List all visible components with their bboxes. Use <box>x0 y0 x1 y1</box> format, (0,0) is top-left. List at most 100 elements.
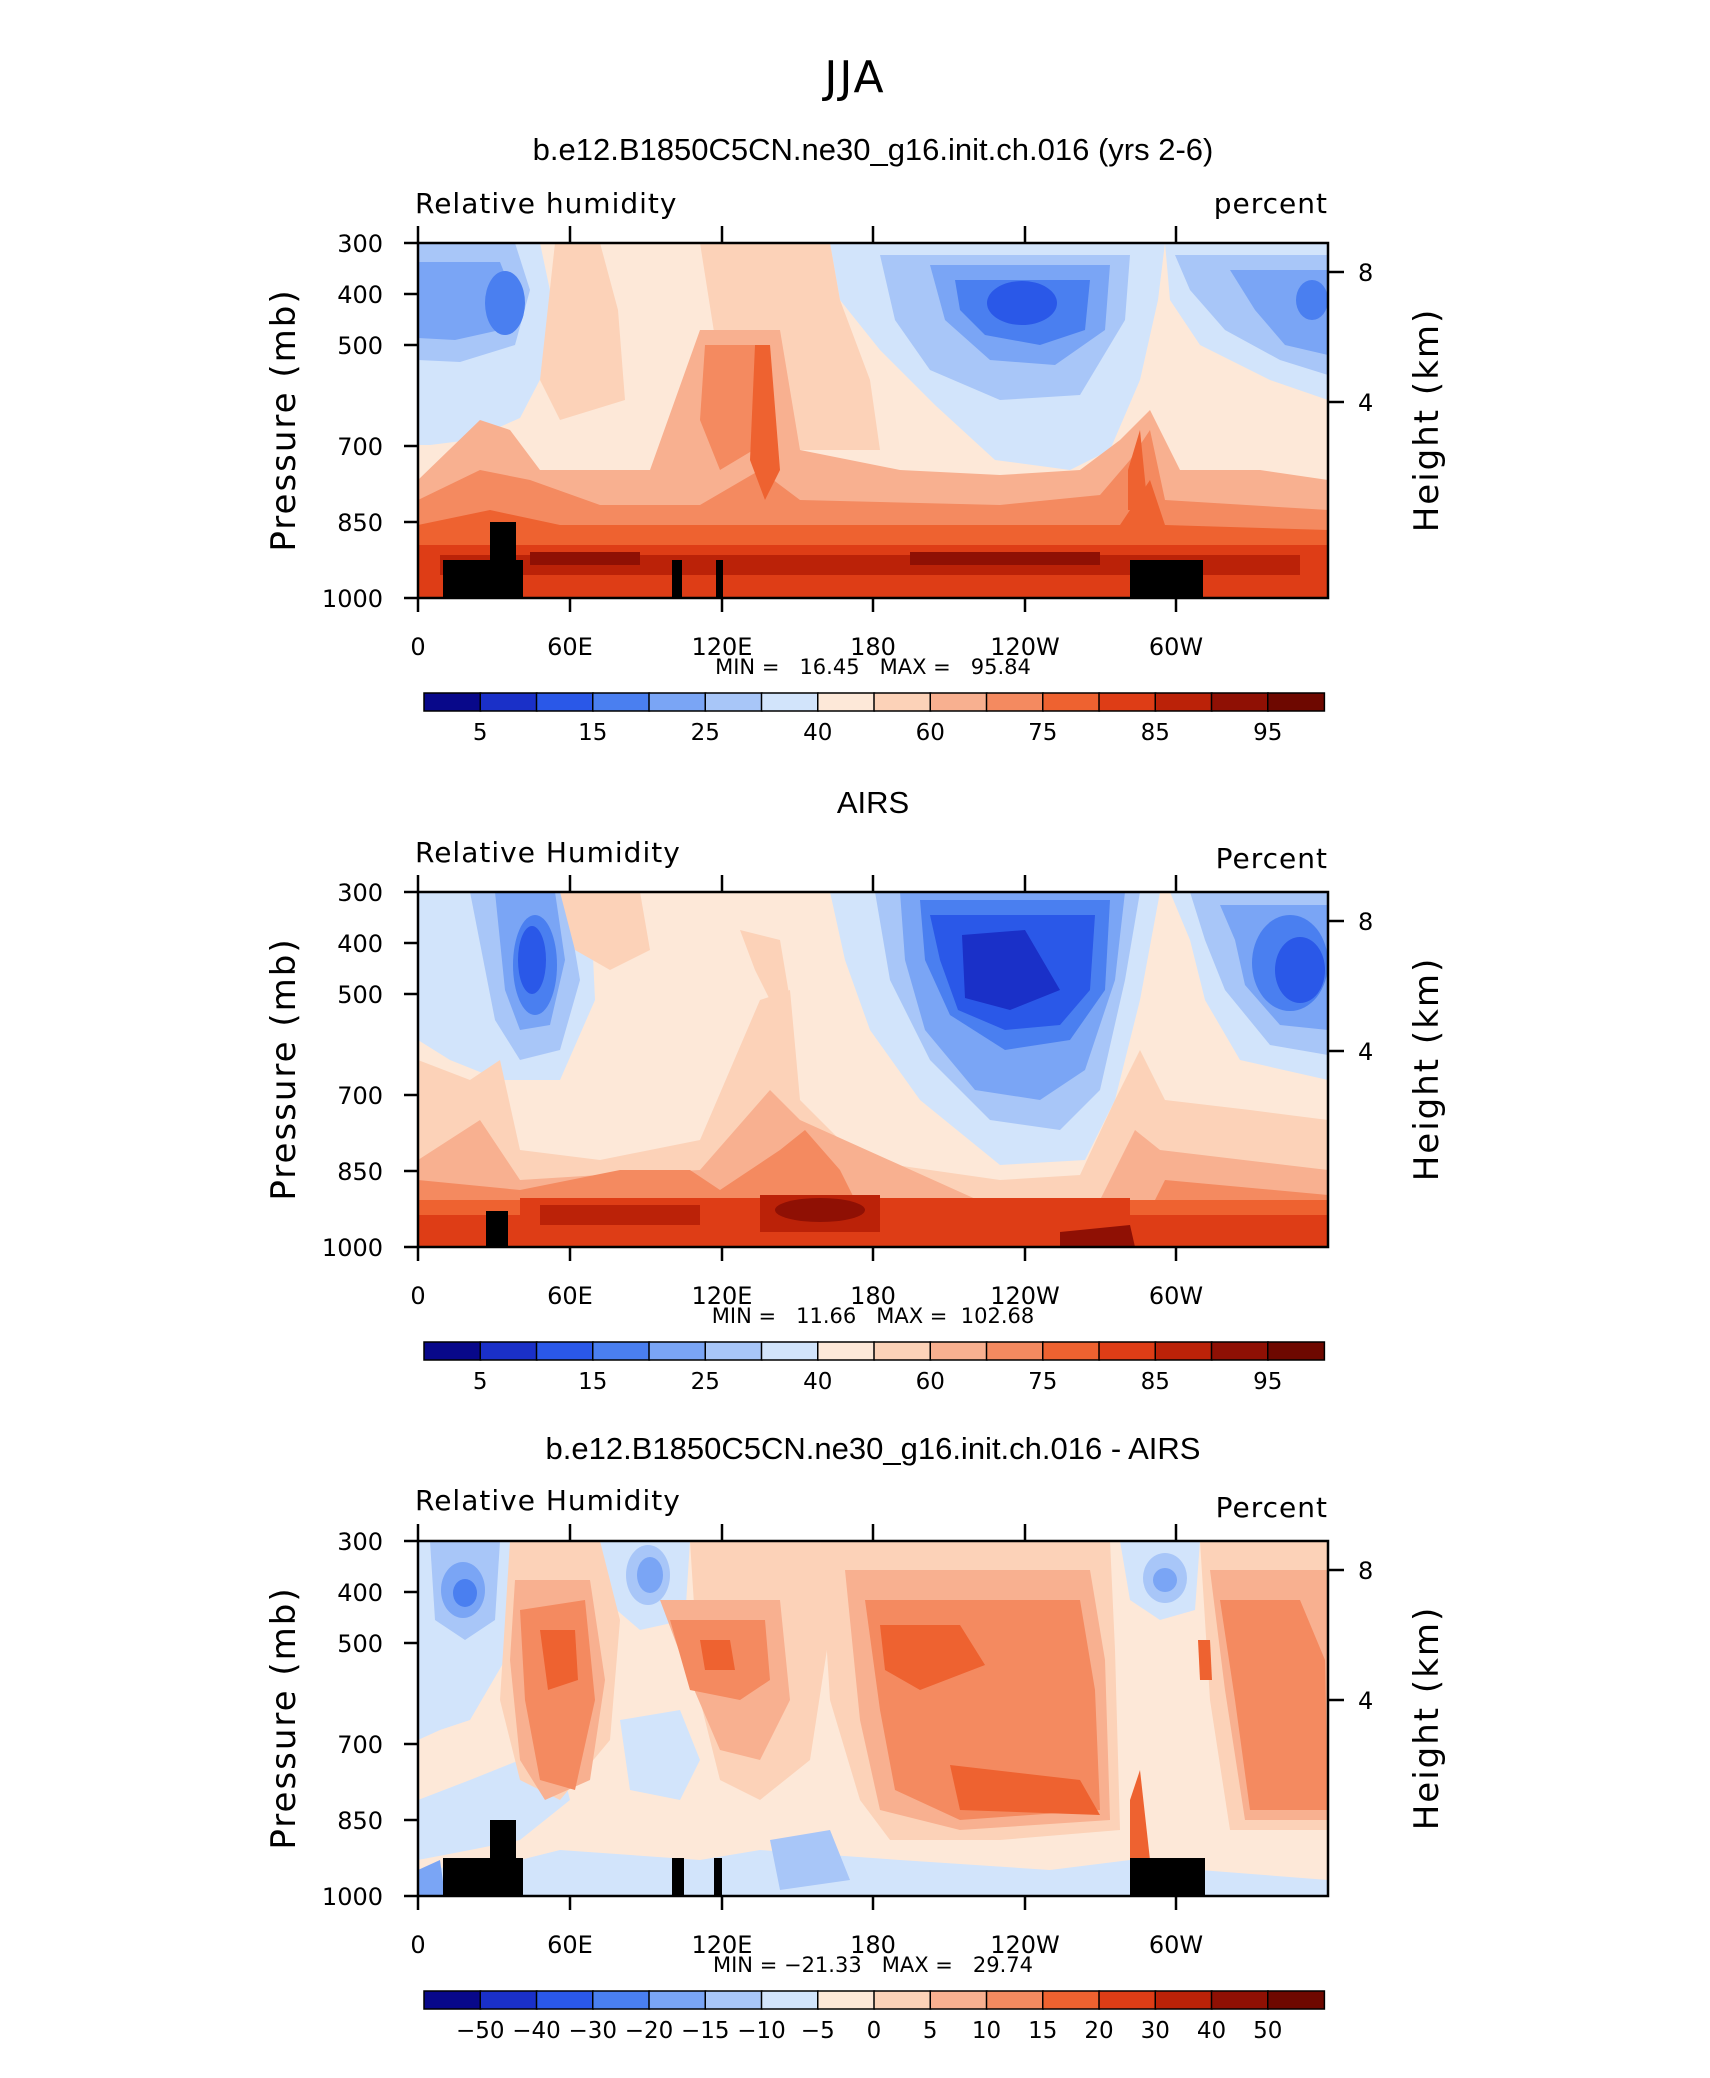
panel-3-plot <box>416 1539 1330 1898</box>
colorbar-swatch <box>535 1990 594 2010</box>
panel-3-y-tick-label: 300 <box>337 1528 383 1556</box>
colorbar-swatch <box>479 1990 538 2010</box>
colorbar-label: 75 <box>1028 720 1057 746</box>
colorbar-label: −50 <box>456 2018 505 2044</box>
panel-1-x-tick-label: 120E <box>692 633 753 661</box>
colorbar-swatch <box>1042 1341 1101 1361</box>
panel-3-y-tick-label: 1000 <box>322 1883 383 1911</box>
panel-2-y-tick-label: 300 <box>337 879 383 907</box>
colorbar-swatch <box>1210 692 1269 712</box>
panel-1-y-tick-label: 500 <box>337 332 383 360</box>
colorbar-swatch <box>1042 692 1101 712</box>
colorbar-swatch <box>1098 1341 1157 1361</box>
panel-1-y-ticks <box>404 241 1344 600</box>
panel-3-unit-label: Percent <box>1216 1491 1328 1524</box>
panel-1-x-ticks <box>416 226 1178 612</box>
colorbar-swatch <box>929 1341 988 1361</box>
panel-1-x-tick-label: 180 <box>850 633 896 661</box>
colorbar-swatch <box>592 1990 651 2010</box>
colorbar-swatch <box>592 1341 651 1361</box>
panel-2-y-tick-label: 500 <box>337 981 383 1009</box>
panel-2-plot <box>416 890 1330 1249</box>
colorbar-swatch <box>817 692 876 712</box>
panel-1-right-axis-label: Height (km) <box>1407 308 1447 533</box>
colorbar-swatch <box>1267 1341 1326 1361</box>
panel-3-y-axis-label: Pressure (mb) <box>264 1586 304 1849</box>
panel-1-unit-label: percent <box>1214 187 1328 220</box>
colorbar-swatch <box>592 692 651 712</box>
colorbar-swatch <box>760 692 819 712</box>
panel-1: b.e12.B1850C5CN.ne30_g16.init.ch.016 (yr… <box>264 132 1447 746</box>
colorbar-label: 15 <box>578 720 607 746</box>
colorbar-swatch <box>1267 1990 1326 2010</box>
colorbar-swatch <box>704 1341 763 1361</box>
panel-2-y-tick-label: 700 <box>337 1082 383 1110</box>
colorbar-label: 50 <box>1253 2018 1282 2044</box>
panel-2-unit-label: Percent <box>1216 842 1328 875</box>
colorbar-label: 5 <box>473 1369 488 1395</box>
panel-2-x-tick-label: 180 <box>850 1282 896 1310</box>
panel-1-y-tick-label: 700 <box>337 433 383 461</box>
colorbar-swatch <box>479 692 538 712</box>
colorbar-swatch <box>1210 1341 1269 1361</box>
colorbar-label: 60 <box>916 720 945 746</box>
panel-2-x-tick-label: 120W <box>990 1282 1060 1310</box>
colorbar-swatch <box>817 1341 876 1361</box>
panel-2-x-tick-label: 60E <box>547 1282 593 1310</box>
panel-3-y-tick-label: 700 <box>337 1731 383 1759</box>
colorbar-swatch <box>985 1341 1044 1361</box>
colorbar-swatch <box>423 1341 482 1361</box>
colorbar-swatch <box>535 1341 594 1361</box>
panel-1-right-tick-label: 8 <box>1358 259 1373 287</box>
panel-1-y-tick-label: 400 <box>337 281 383 309</box>
colorbar-swatch <box>648 692 707 712</box>
colorbar-label: 10 <box>972 2018 1001 2044</box>
colorbar-swatch <box>873 1990 932 2010</box>
colorbar-swatch <box>1154 1341 1213 1361</box>
panel-1-y-tick-label: 1000 <box>322 585 383 613</box>
colorbar-label: 25 <box>691 1369 720 1395</box>
colorbar-label: 0 <box>867 2018 882 2044</box>
panel-2-x-tick-label: 60W <box>1149 1282 1203 1310</box>
colorbar-label: 40 <box>803 720 832 746</box>
panel-3-x-ticks <box>416 1524 1178 1910</box>
colorbar-swatch <box>535 692 594 712</box>
panel-3-y-tick-label: 850 <box>337 1807 383 1835</box>
panel-3-variable-label: Relative Humidity <box>415 1484 681 1517</box>
colorbar-swatch <box>929 1990 988 2010</box>
colorbar-swatch <box>648 1341 707 1361</box>
panel-3-x-tick-label: 120W <box>990 1931 1060 1959</box>
colorbar-label: 60 <box>916 1369 945 1395</box>
panel-3-x-tick-label: 60W <box>1149 1931 1203 1959</box>
colorbar-label: −5 <box>801 2018 835 2044</box>
panel-2-x-tick-label: 120E <box>692 1282 753 1310</box>
panel-3-right-axis-label: Height (km) <box>1407 1606 1447 1831</box>
colorbar-swatch <box>1042 1990 1101 2010</box>
colorbar-swatch <box>1154 1990 1213 2010</box>
panel-2-y-tick-label: 850 <box>337 1158 383 1186</box>
colorbar-swatch <box>1098 1990 1157 2010</box>
colorbar-swatch <box>760 1341 819 1361</box>
panel-1-terrain <box>443 522 1203 598</box>
panel-1-y-tick-label: 300 <box>337 230 383 258</box>
colorbar-swatch <box>873 1341 932 1361</box>
colorbar-swatch <box>817 1990 876 2010</box>
colorbar-swatch <box>1267 692 1326 712</box>
panel-1-colorbar: 5 15 25 40 60 75 85 95 <box>423 692 1326 746</box>
panel-3-x-tick-label: 180 <box>850 1931 896 1959</box>
colorbar-swatch <box>1154 692 1213 712</box>
colorbar-label: −10 <box>737 2018 786 2044</box>
panel-1-x-tick-label: 60E <box>547 633 593 661</box>
panel-2-title: AIRS <box>837 785 909 820</box>
panel-3-y-tick-label: 500 <box>337 1630 383 1658</box>
panel-3-x-tick-label: 60E <box>547 1931 593 1959</box>
panel-2-terrain <box>486 1211 508 1247</box>
panel-1-min-max: MIN = 16.45 MAX = 95.84 <box>715 655 1031 679</box>
colorbar-swatch <box>873 692 932 712</box>
panel-3-y-ticks <box>404 1539 1344 1898</box>
colorbar-swatch <box>1098 692 1157 712</box>
colorbar-swatch <box>423 692 482 712</box>
panel-2-colorbar: 5 15 25 40 60 75 85 95 <box>423 1341 1326 1395</box>
panel-3-min-max: MIN = −21.33 MAX = 29.74 <box>713 1953 1033 1977</box>
panel-2-min-max: MIN = 11.66 MAX = 102.68 <box>712 1304 1034 1328</box>
